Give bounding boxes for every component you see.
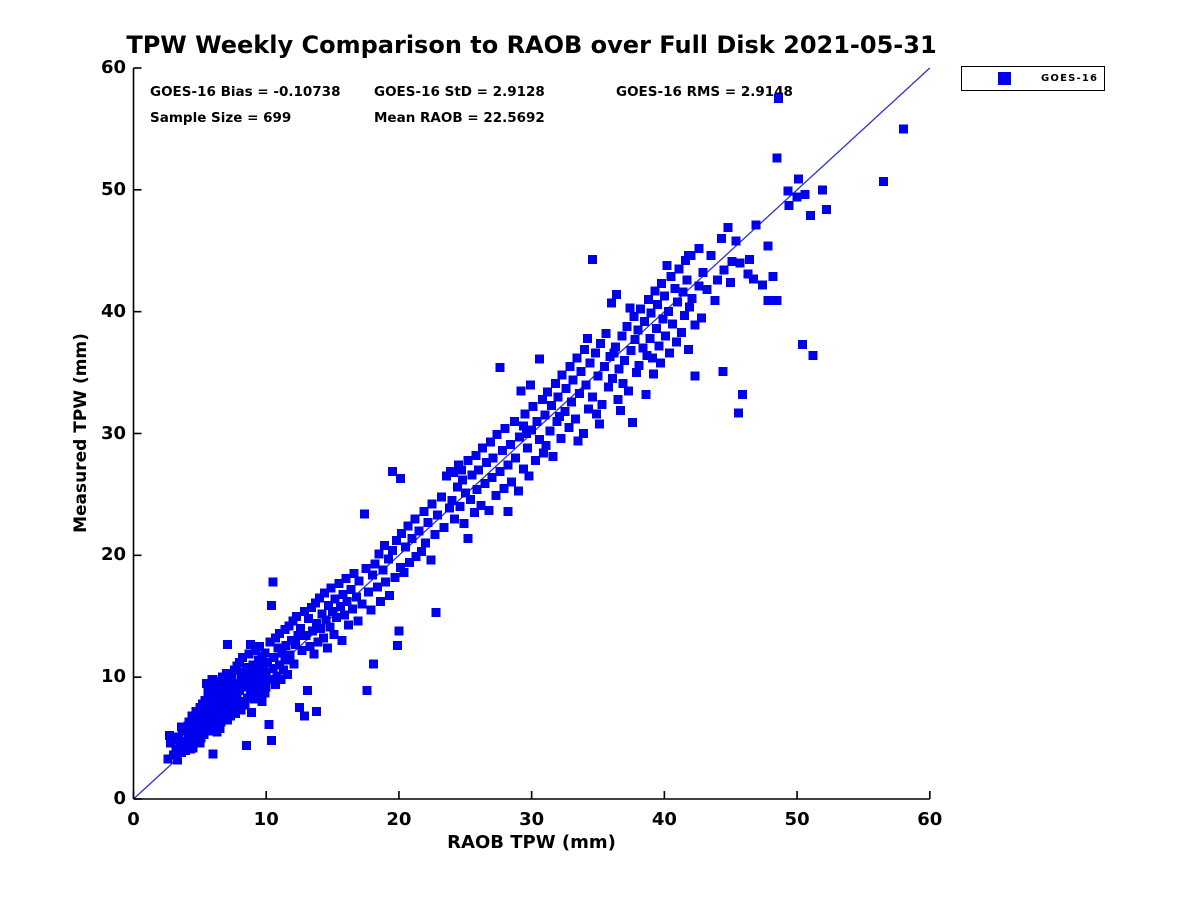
y-tick-label: 20 bbox=[100, 544, 126, 566]
x-tick-label: 10 bbox=[253, 809, 279, 830]
stat-std: GOES-16 StD = 2.9128 bbox=[374, 84, 545, 100]
x-axis-label: RAOB TPW (mm) bbox=[447, 832, 616, 853]
stat-bias: GOES-16 Bias = -0.10738 bbox=[150, 84, 341, 100]
stat-rms: GOES-16 RMS = 2.9148 bbox=[616, 84, 793, 100]
x-tick-label: 0 bbox=[127, 809, 140, 830]
y-tick-label: 40 bbox=[100, 300, 126, 322]
legend-series-label: GOES-16 bbox=[1041, 73, 1099, 84]
scatter-plot bbox=[132, 67, 931, 800]
stat-mean-raob: Mean RAOB = 22.5692 bbox=[374, 110, 545, 126]
x-tick-label: 40 bbox=[651, 809, 677, 830]
y-tick-label: 60 bbox=[100, 57, 126, 78]
chart-title: TPW Weekly Comparison to RAOB over Full … bbox=[126, 31, 937, 59]
x-tick-label: 30 bbox=[519, 809, 545, 830]
y-tick-label: 30 bbox=[100, 422, 126, 444]
x-tick-label: 60 bbox=[917, 809, 943, 830]
stat-sample-size: Sample Size = 699 bbox=[150, 110, 292, 126]
y-tick-label: 10 bbox=[100, 666, 126, 688]
y-axis-label: Measured TPW (mm) bbox=[71, 333, 91, 533]
legend-marker-square-icon bbox=[998, 72, 1011, 85]
x-tick-label: 50 bbox=[784, 809, 810, 830]
y-tick-label: 50 bbox=[100, 178, 126, 200]
x-tick-label: 20 bbox=[386, 809, 412, 830]
legend-box: GOES-16 bbox=[961, 66, 1105, 91]
y-tick-label: 0 bbox=[113, 788, 126, 809]
